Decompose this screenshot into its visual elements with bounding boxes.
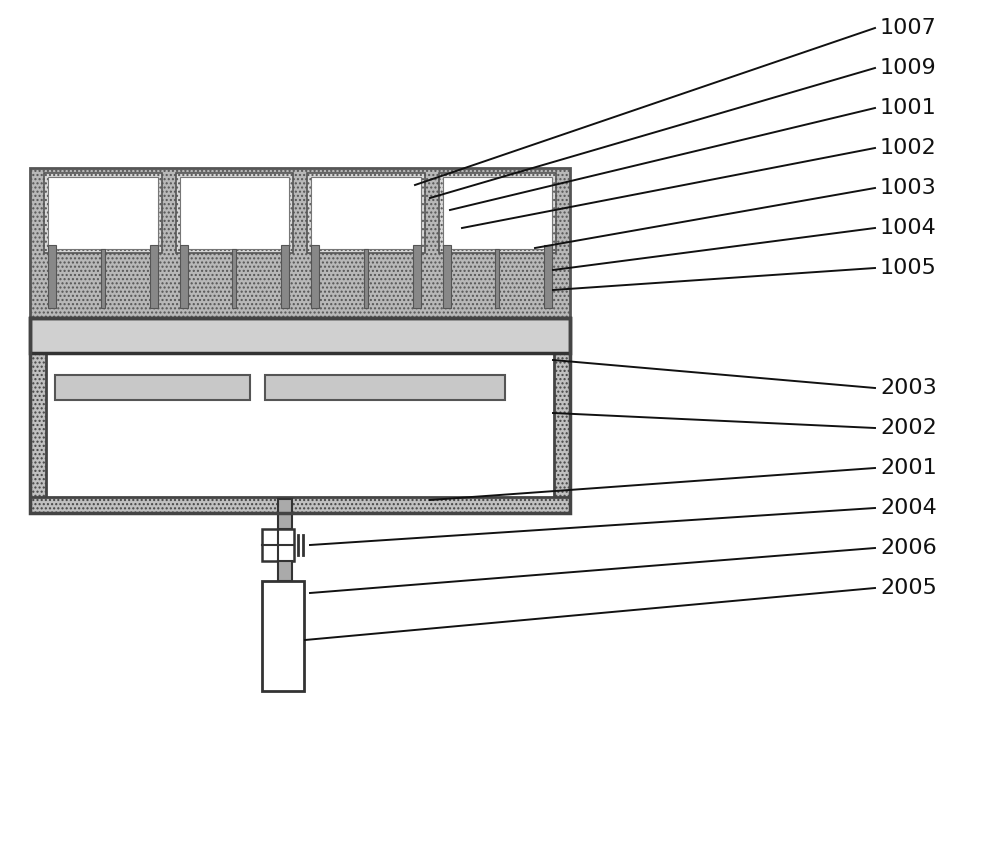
Bar	[44, 173, 162, 253]
Bar	[554, 353, 570, 513]
Bar	[442, 177, 552, 249]
Bar	[176, 173, 293, 253]
Bar	[544, 245, 552, 308]
Text: 2003: 2003	[880, 378, 937, 398]
Bar	[30, 318, 570, 353]
Bar	[413, 245, 420, 308]
Bar	[30, 318, 570, 513]
Text: 1009: 1009	[880, 58, 937, 78]
Text: 2002: 2002	[880, 418, 937, 438]
Bar	[30, 497, 570, 513]
Bar	[30, 353, 46, 513]
Bar	[307, 173, 424, 253]
Bar	[311, 177, 420, 249]
Bar	[278, 561, 292, 581]
Bar	[311, 245, 319, 308]
Text: 2004: 2004	[880, 498, 937, 518]
Bar	[30, 168, 570, 318]
Bar	[265, 375, 505, 400]
Text: 1004: 1004	[880, 218, 937, 238]
Text: 1002: 1002	[880, 138, 937, 158]
Bar	[495, 249, 499, 308]
Bar	[55, 375, 250, 400]
Bar	[438, 173, 556, 253]
Bar	[48, 177, 158, 249]
Bar	[101, 249, 105, 308]
Text: 2005: 2005	[880, 578, 937, 598]
Bar	[262, 529, 294, 561]
Text: 2006: 2006	[880, 538, 937, 558]
Bar	[180, 245, 188, 308]
Bar	[278, 499, 292, 529]
Text: 1007: 1007	[880, 18, 937, 38]
Bar	[281, 245, 289, 308]
Text: 2001: 2001	[880, 458, 937, 478]
Bar	[180, 177, 289, 249]
Bar	[232, 249, 236, 308]
Bar	[150, 245, 158, 308]
Bar	[442, 245, 450, 308]
Bar	[48, 245, 56, 308]
Text: 1005: 1005	[880, 258, 937, 278]
Text: 1001: 1001	[880, 98, 937, 118]
Bar	[262, 581, 304, 691]
Bar	[364, 249, 368, 308]
Text: 1003: 1003	[880, 178, 937, 198]
